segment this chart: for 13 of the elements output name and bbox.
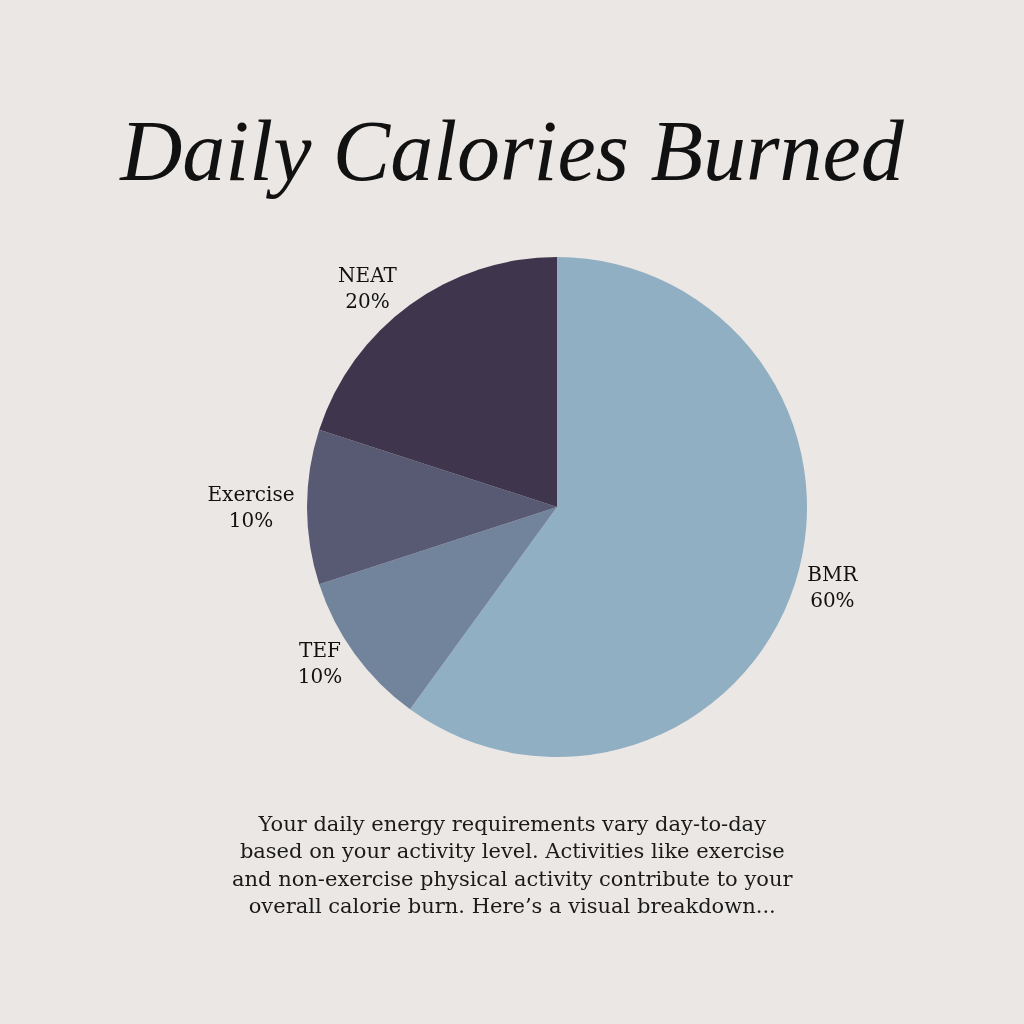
chart-title: Daily Calories Burned (119, 103, 905, 200)
pie-slice (307, 429, 557, 585)
pie-slice (319, 257, 557, 507)
data-label: 10% (297, 663, 343, 688)
text: Your daily energy requirements vary day-to-day based on your activity level. Activities like exercise and non-exercise physical activity contribute to your overall calorie burn. Here’s a visual breakdown... (232, 812, 794, 918)
data-label: 10% (228, 508, 274, 532)
slice-label: Exercise (207, 482, 295, 506)
data-label: 20% (345, 289, 390, 314)
slice-label: BMR (807, 561, 859, 586)
data-label: 60% (810, 587, 855, 612)
slice-label: NEAT (338, 263, 398, 288)
pie-slice (410, 257, 807, 757)
slice-label: TEF (299, 637, 342, 662)
